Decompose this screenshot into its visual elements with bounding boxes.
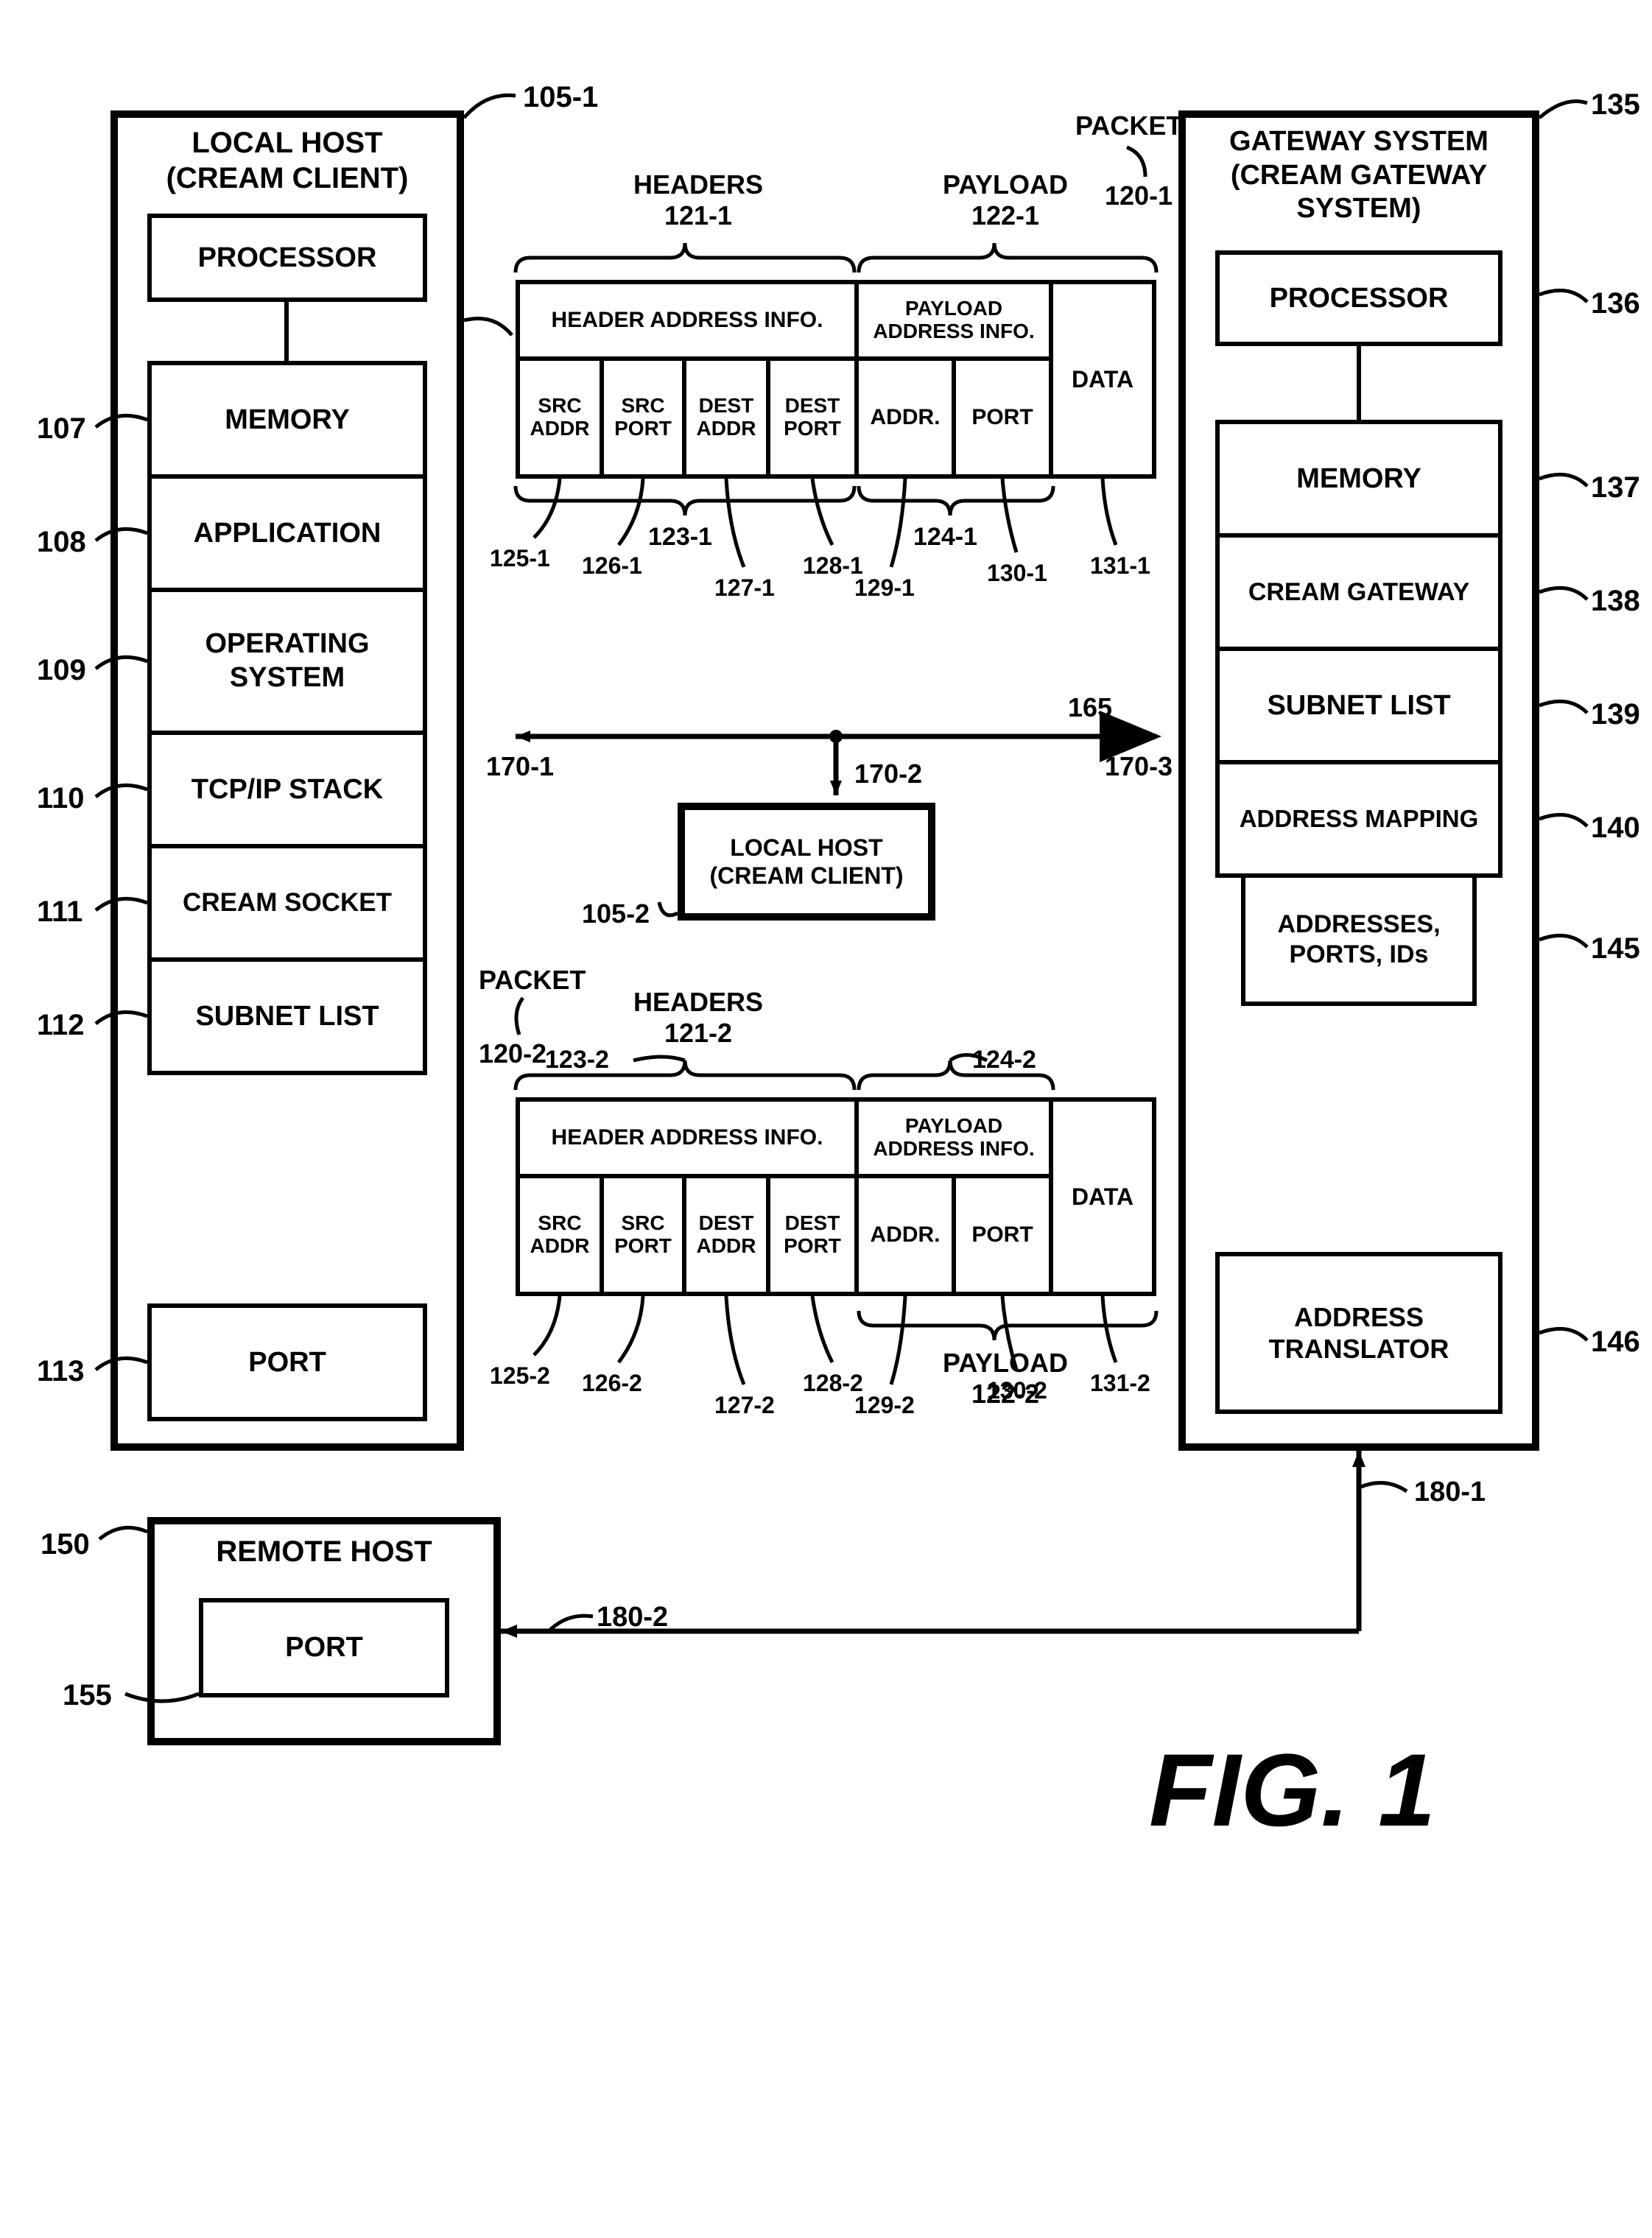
figure-title: FIG. 1	[1149, 1731, 1435, 1850]
leader-180-2	[0, 0, 1652, 2238]
ref-180-2: 180-2	[597, 1602, 668, 1633]
